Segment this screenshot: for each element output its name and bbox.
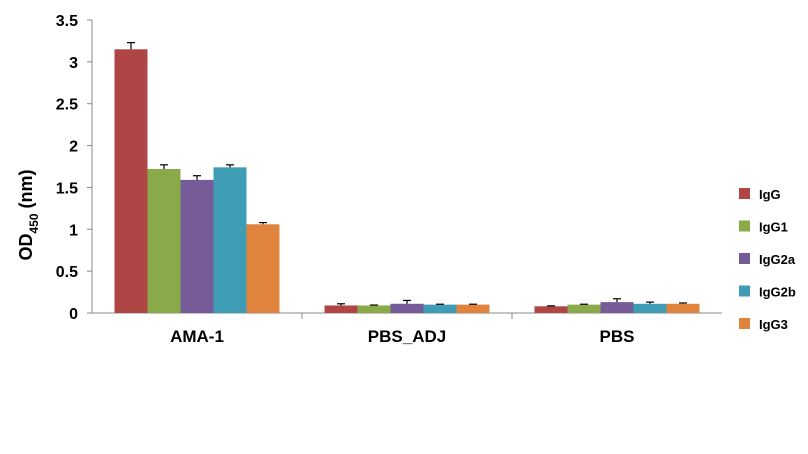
y-axis-title-subscript: 450 [27,213,41,233]
bar-igg2a [600,302,634,313]
y-tick-label: 2 [69,139,78,156]
legend-swatch-igg1 [739,220,750,232]
x-category-label: PBS_ADJ [368,327,446,346]
bar-igg [324,305,358,313]
bar-igg2b [213,167,247,313]
y-tick-label: 2.5 [56,97,78,114]
legend: IgG IgG1 IgG2a IgG2b IgG3 [739,187,796,332]
legend-swatch-igg3 [739,318,750,329]
bar-igg2b [633,303,667,313]
x-category-label: AMA-1 [170,327,224,346]
bar-igg3 [666,303,700,313]
legend-swatch-igg2b [739,285,750,297]
plot-area: 0 0.5 1 1.5 2 2.5 3 3.5 AMA-1 PBS_ADJ PBS [56,13,722,346]
bar-igg3 [456,304,490,313]
x-category-label: PBS [600,327,635,346]
legend-label-igg: IgG [759,187,781,202]
legend-swatch-igg2a [739,253,750,264]
legend-label-igg3: IgG3 [759,317,788,332]
y-axis-title-main: OD [16,234,36,261]
bar-igg2a [390,303,424,313]
legend-label-igg1: IgG1 [759,220,788,235]
legend-label-igg2b: IgG2b [759,285,796,300]
y-tick-label: 3 [69,55,78,72]
y-tick-label: 3.5 [56,13,78,30]
y-tick-label: 1 [69,222,78,239]
bar-igg [114,49,148,314]
y-tick-label: 1.5 [56,180,78,197]
bar-igg [534,306,568,313]
bar-igg1 [567,304,601,313]
bar-igg1 [357,305,391,313]
y-axis-title: OD450 (nm) [16,169,41,260]
bar-igg1 [147,169,181,313]
bar-igg2a [180,179,214,313]
y-axis-title-unit: (nm) [16,169,36,213]
bar-igg2b [423,304,457,313]
y-tick-label: 0.5 [56,264,78,281]
legend-label-igg2a: IgG2a [759,252,796,267]
y-tick-label: 0 [69,306,78,323]
legend-swatch-igg [739,188,750,199]
bar-igg3 [246,224,280,313]
svg-text:OD450 (nm): OD450 (nm) [16,169,41,260]
